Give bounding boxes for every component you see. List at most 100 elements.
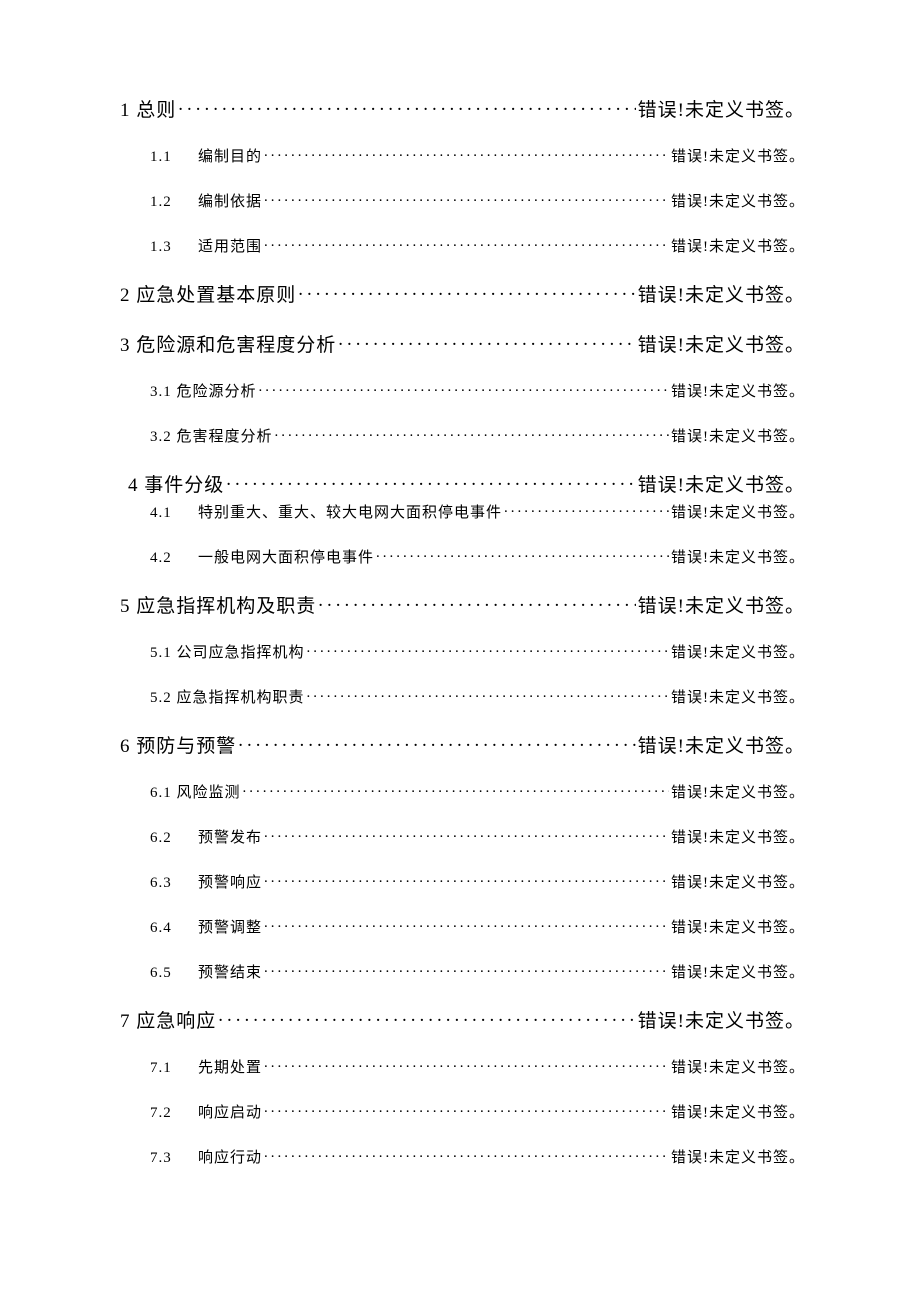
toc-entry-label: 6.1 风险监测 (150, 781, 241, 802)
toc-entry: 5.2 应急指挥机构职责 错误!未定义书签。 (120, 686, 805, 707)
toc-entry-label: 2 应急处置基本原则 (120, 280, 296, 307)
toc-entry-label: 4.1特别重大、重大、较大电网大面积停电事件 (150, 501, 502, 522)
toc-entry-label: 6 预防与预警 (120, 731, 236, 758)
toc-entry: 6 预防与预警 错误!未定义书签。 (120, 731, 805, 758)
toc-entry: 1.3适用范围 错误!未定义书签。 (120, 235, 805, 256)
toc-entry-number: 6.3 (150, 875, 198, 892)
toc-dots-leader (264, 146, 669, 161)
toc-entry: 3.2 危害程度分析 错误!未定义书签。 (120, 425, 805, 446)
toc-page-ref: 错误!未定义书签。 (671, 686, 805, 707)
toc-entry: 7.3响应行动 错误!未定义书签。 (120, 1146, 805, 1167)
toc-page: 1 总则 错误!未定义书签。1.1编制目的 错误!未定义书签。1.2编制依据 错… (0, 0, 920, 1167)
toc-entry-label: 6.2预警发布 (150, 826, 262, 847)
toc-entry-label: 1 总则 (120, 95, 176, 122)
toc-dots-leader (243, 782, 669, 797)
toc-entry-label: 1.2编制依据 (150, 190, 262, 211)
toc-entry-label: 6.5预警结束 (150, 961, 262, 982)
toc-page-ref: 错误!未定义书签。 (671, 380, 805, 401)
toc-entry-title: 先期处置 (198, 1060, 262, 1076)
toc-dots-leader (318, 593, 635, 612)
toc-entry-title: 特别重大、重大、较大电网大面积停电事件 (198, 505, 502, 521)
toc-entry-label: 3.2 危害程度分析 (150, 425, 273, 446)
toc-page-ref: 错误!未定义书签。 (638, 95, 805, 122)
toc-dots-leader (264, 917, 669, 932)
toc-page-ref: 错误!未定义书签。 (638, 280, 805, 307)
toc-entry-label: 7.3响应行动 (150, 1146, 262, 1167)
toc-page-ref: 错误!未定义书签。 (638, 1006, 805, 1033)
toc-entry-label: 1.1编制目的 (150, 145, 262, 166)
toc-dots-leader (264, 872, 669, 887)
toc-entry: 6.2预警发布 错误!未定义书签。 (120, 826, 805, 847)
toc-entry-title: 响应启动 (198, 1105, 262, 1121)
toc-list: 1 总则 错误!未定义书签。1.1编制目的 错误!未定义书签。1.2编制依据 错… (120, 95, 805, 1167)
toc-page-ref: 错误!未定义书签。 (671, 145, 805, 166)
toc-page-ref: 错误!未定义书签。 (671, 1101, 805, 1122)
toc-entry-label: 6.4预警调整 (150, 916, 262, 937)
toc-entry: 4.1特别重大、重大、较大电网大面积停电事件 错误!未定义书签。 (120, 501, 805, 522)
toc-entry-title: 一般电网大面积停电事件 (198, 550, 374, 566)
toc-entry-label: 3.1 危险源分析 (150, 380, 257, 401)
toc-entry-label: 7.1先期处置 (150, 1056, 262, 1077)
toc-entry: 1 总则 错误!未定义书签。 (120, 95, 805, 122)
toc-page-ref: 错误!未定义书签。 (671, 546, 805, 567)
toc-dots-leader (504, 502, 669, 517)
toc-page-ref: 错误!未定义书签。 (671, 916, 805, 937)
toc-entry-label: 1.3适用范围 (150, 235, 262, 256)
toc-entry-number: 7.1 (150, 1060, 198, 1077)
toc-dots-leader (338, 332, 635, 351)
toc-page-ref: 错误!未定义书签。 (671, 641, 805, 662)
toc-entry-label: 4.2一般电网大面积停电事件 (150, 546, 374, 567)
toc-entry: 7 应急响应 错误!未定义书签。 (120, 1006, 805, 1033)
toc-dots-leader (264, 962, 669, 977)
toc-page-ref: 错误!未定义书签。 (671, 190, 805, 211)
toc-page-ref: 错误!未定义书签。 (671, 871, 805, 892)
toc-dots-leader (218, 1008, 635, 1027)
toc-page-ref: 错误!未定义书签。 (638, 330, 805, 357)
toc-dots-leader (275, 426, 669, 441)
toc-entry-number: 1.1 (150, 149, 198, 166)
toc-entry: 6.3预警响应 错误!未定义书签。 (120, 871, 805, 892)
toc-entry-title: 预警调整 (198, 920, 262, 936)
toc-entry: 3.1 危险源分析 错误!未定义书签。 (120, 380, 805, 401)
toc-dots-leader (307, 642, 669, 657)
toc-entry: 5 应急指挥机构及职责 错误!未定义书签。 (120, 591, 805, 618)
toc-entry: 7.2响应启动 错误!未定义书签。 (120, 1101, 805, 1122)
toc-entry-number: 4.2 (150, 550, 198, 567)
toc-entry-title: 编制依据 (198, 194, 262, 210)
toc-page-ref: 错误!未定义书签。 (638, 731, 805, 758)
toc-dots-leader (307, 687, 669, 702)
toc-page-ref: 错误!未定义书签。 (671, 781, 805, 802)
toc-dots-leader (226, 472, 635, 491)
toc-entry: 2 应急处置基本原则 错误!未定义书签。 (120, 280, 805, 307)
toc-entry-number: 7.3 (150, 1150, 198, 1167)
toc-entry-title: 适用范围 (198, 239, 262, 255)
toc-page-ref: 错误!未定义书签。 (671, 1056, 805, 1077)
toc-dots-leader (376, 547, 669, 562)
toc-entry: 6.1 风险监测 错误!未定义书签。 (120, 781, 805, 802)
toc-dots-leader (264, 1057, 669, 1072)
toc-dots-leader (264, 1147, 669, 1162)
toc-entry-number: 1.3 (150, 239, 198, 256)
toc-entry: 5.1 公司应急指挥机构 错误!未定义书签。 (120, 641, 805, 662)
toc-page-ref: 错误!未定义书签。 (638, 591, 805, 618)
toc-entry-number: 4.1 (150, 505, 198, 522)
toc-dots-leader (178, 97, 635, 116)
toc-entry-title: 预警结束 (198, 965, 262, 981)
toc-entry: 6.4预警调整 错误!未定义书签。 (120, 916, 805, 937)
toc-page-ref: 错误!未定义书签。 (671, 235, 805, 256)
toc-dots-leader (264, 236, 669, 251)
toc-entry-label: 7.2响应启动 (150, 1101, 262, 1122)
toc-dots-leader (264, 827, 669, 842)
toc-page-ref: 错误!未定义书签。 (671, 826, 805, 847)
toc-entry-title: 响应行动 (198, 1150, 262, 1166)
toc-entry-title: 预警发布 (198, 830, 262, 846)
toc-page-ref: 错误!未定义书签。 (671, 961, 805, 982)
toc-entry: 1.2编制依据 错误!未定义书签。 (120, 190, 805, 211)
toc-page-ref: 错误!未定义书签。 (671, 1146, 805, 1167)
toc-entry-number: 1.2 (150, 194, 198, 211)
toc-entry-number: 6.4 (150, 920, 198, 937)
toc-entry-label: 6.3预警响应 (150, 871, 262, 892)
toc-page-ref: 错误!未定义书签。 (671, 501, 805, 522)
toc-entry-label: 3 危险源和危害程度分析 (120, 330, 336, 357)
toc-entry-number: 6.2 (150, 830, 198, 847)
